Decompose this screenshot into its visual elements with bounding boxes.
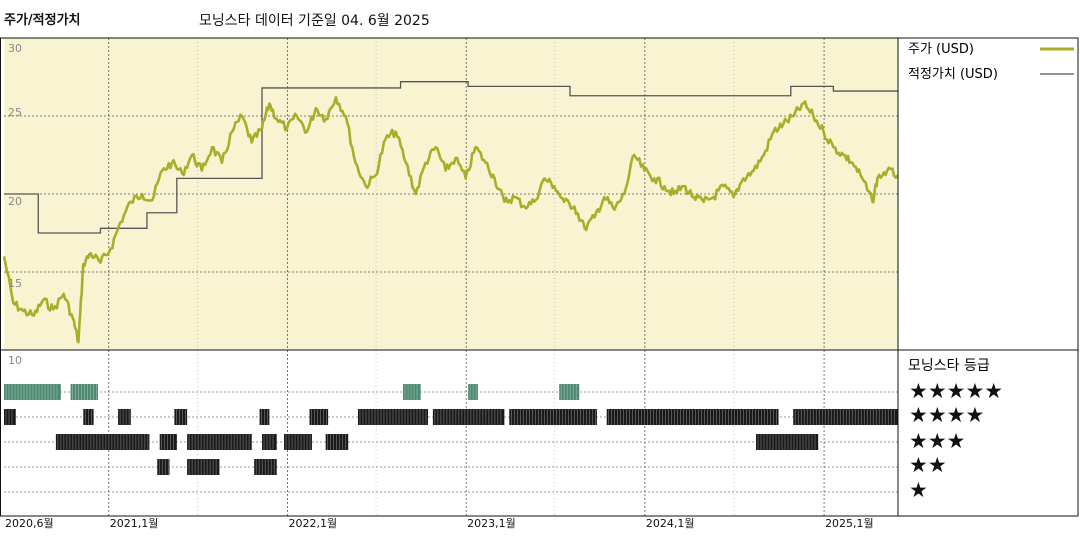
x-tick-label: 2023,1월	[467, 517, 516, 530]
rating-legend-stars-5: ★★★★★	[909, 379, 1003, 403]
chart-subtitle: 모닝스타 데이터 기준일 04. 6월 2025	[199, 13, 430, 29]
rating-legend-stars-1: ★	[909, 478, 928, 502]
rating-bar-4-star	[606, 409, 779, 425]
rating-bar-5-star	[559, 384, 580, 400]
rating-bar-5-star	[70, 384, 99, 400]
rating-bar-3-star	[284, 434, 312, 450]
x-tick-label: 2025,1월	[825, 517, 874, 530]
legend-fair-value-label: 적정가치 (USD)	[908, 67, 998, 82]
rating-legend-stars-3: ★★★	[909, 429, 965, 453]
rating-bar-3-star	[325, 434, 349, 450]
chart-title: 주가/적정가치	[4, 13, 81, 28]
rating-bar-3-star	[756, 434, 819, 450]
rating-panel-title: 모닝스타 등급	[908, 358, 990, 374]
rating-bar-3-star	[262, 434, 277, 450]
rating-bar-4-star	[4, 409, 16, 425]
x-tick-label: 2024,1월	[646, 517, 695, 530]
y-tick-label: 20	[8, 195, 22, 208]
legend-price-label: 주가 (USD)	[908, 42, 974, 57]
plot-background	[4, 38, 898, 350]
rating-bar-4-star	[309, 409, 329, 425]
y-tick-label: 10	[8, 354, 22, 367]
y-tick-label: 25	[8, 106, 22, 119]
rating-bar-3-star	[187, 434, 252, 450]
rating-bar-5-star	[4, 384, 61, 400]
rating-bar-4-star	[432, 409, 505, 425]
chart-frame	[0, 37, 1079, 517]
y-tick-label: 15	[8, 277, 22, 290]
x-tick-label: 2020,6월	[5, 517, 54, 530]
fair-value-line	[4, 81, 898, 234]
rating-bar-2-star	[254, 459, 277, 475]
y-tick-label: 30	[8, 42, 22, 55]
rating-legend-stars-4: ★★★★	[909, 403, 984, 427]
rating-bar-3-star	[159, 434, 177, 450]
rating-bar-4-star	[793, 409, 898, 425]
rating-legend-stars-2: ★★	[909, 453, 947, 477]
rating-bar-4-star	[357, 409, 428, 425]
rating-bar-4-star	[174, 409, 188, 425]
rating-bar-4-star	[83, 409, 94, 425]
rating-bar-4-star	[259, 409, 270, 425]
x-tick-label: 2022,1월	[288, 517, 337, 530]
rating-bar-5-star	[403, 384, 421, 400]
rating-bar-2-star	[187, 459, 220, 475]
rating-bar-2-star	[157, 459, 170, 475]
price-line	[2, 96, 899, 344]
rating-bar-5-star	[468, 384, 478, 400]
x-tick-label: 2021,1월	[110, 517, 159, 530]
rating-bar-4-star	[509, 409, 597, 425]
rating-bar-3-star	[55, 434, 150, 450]
rating-bar-4-star	[118, 409, 131, 425]
